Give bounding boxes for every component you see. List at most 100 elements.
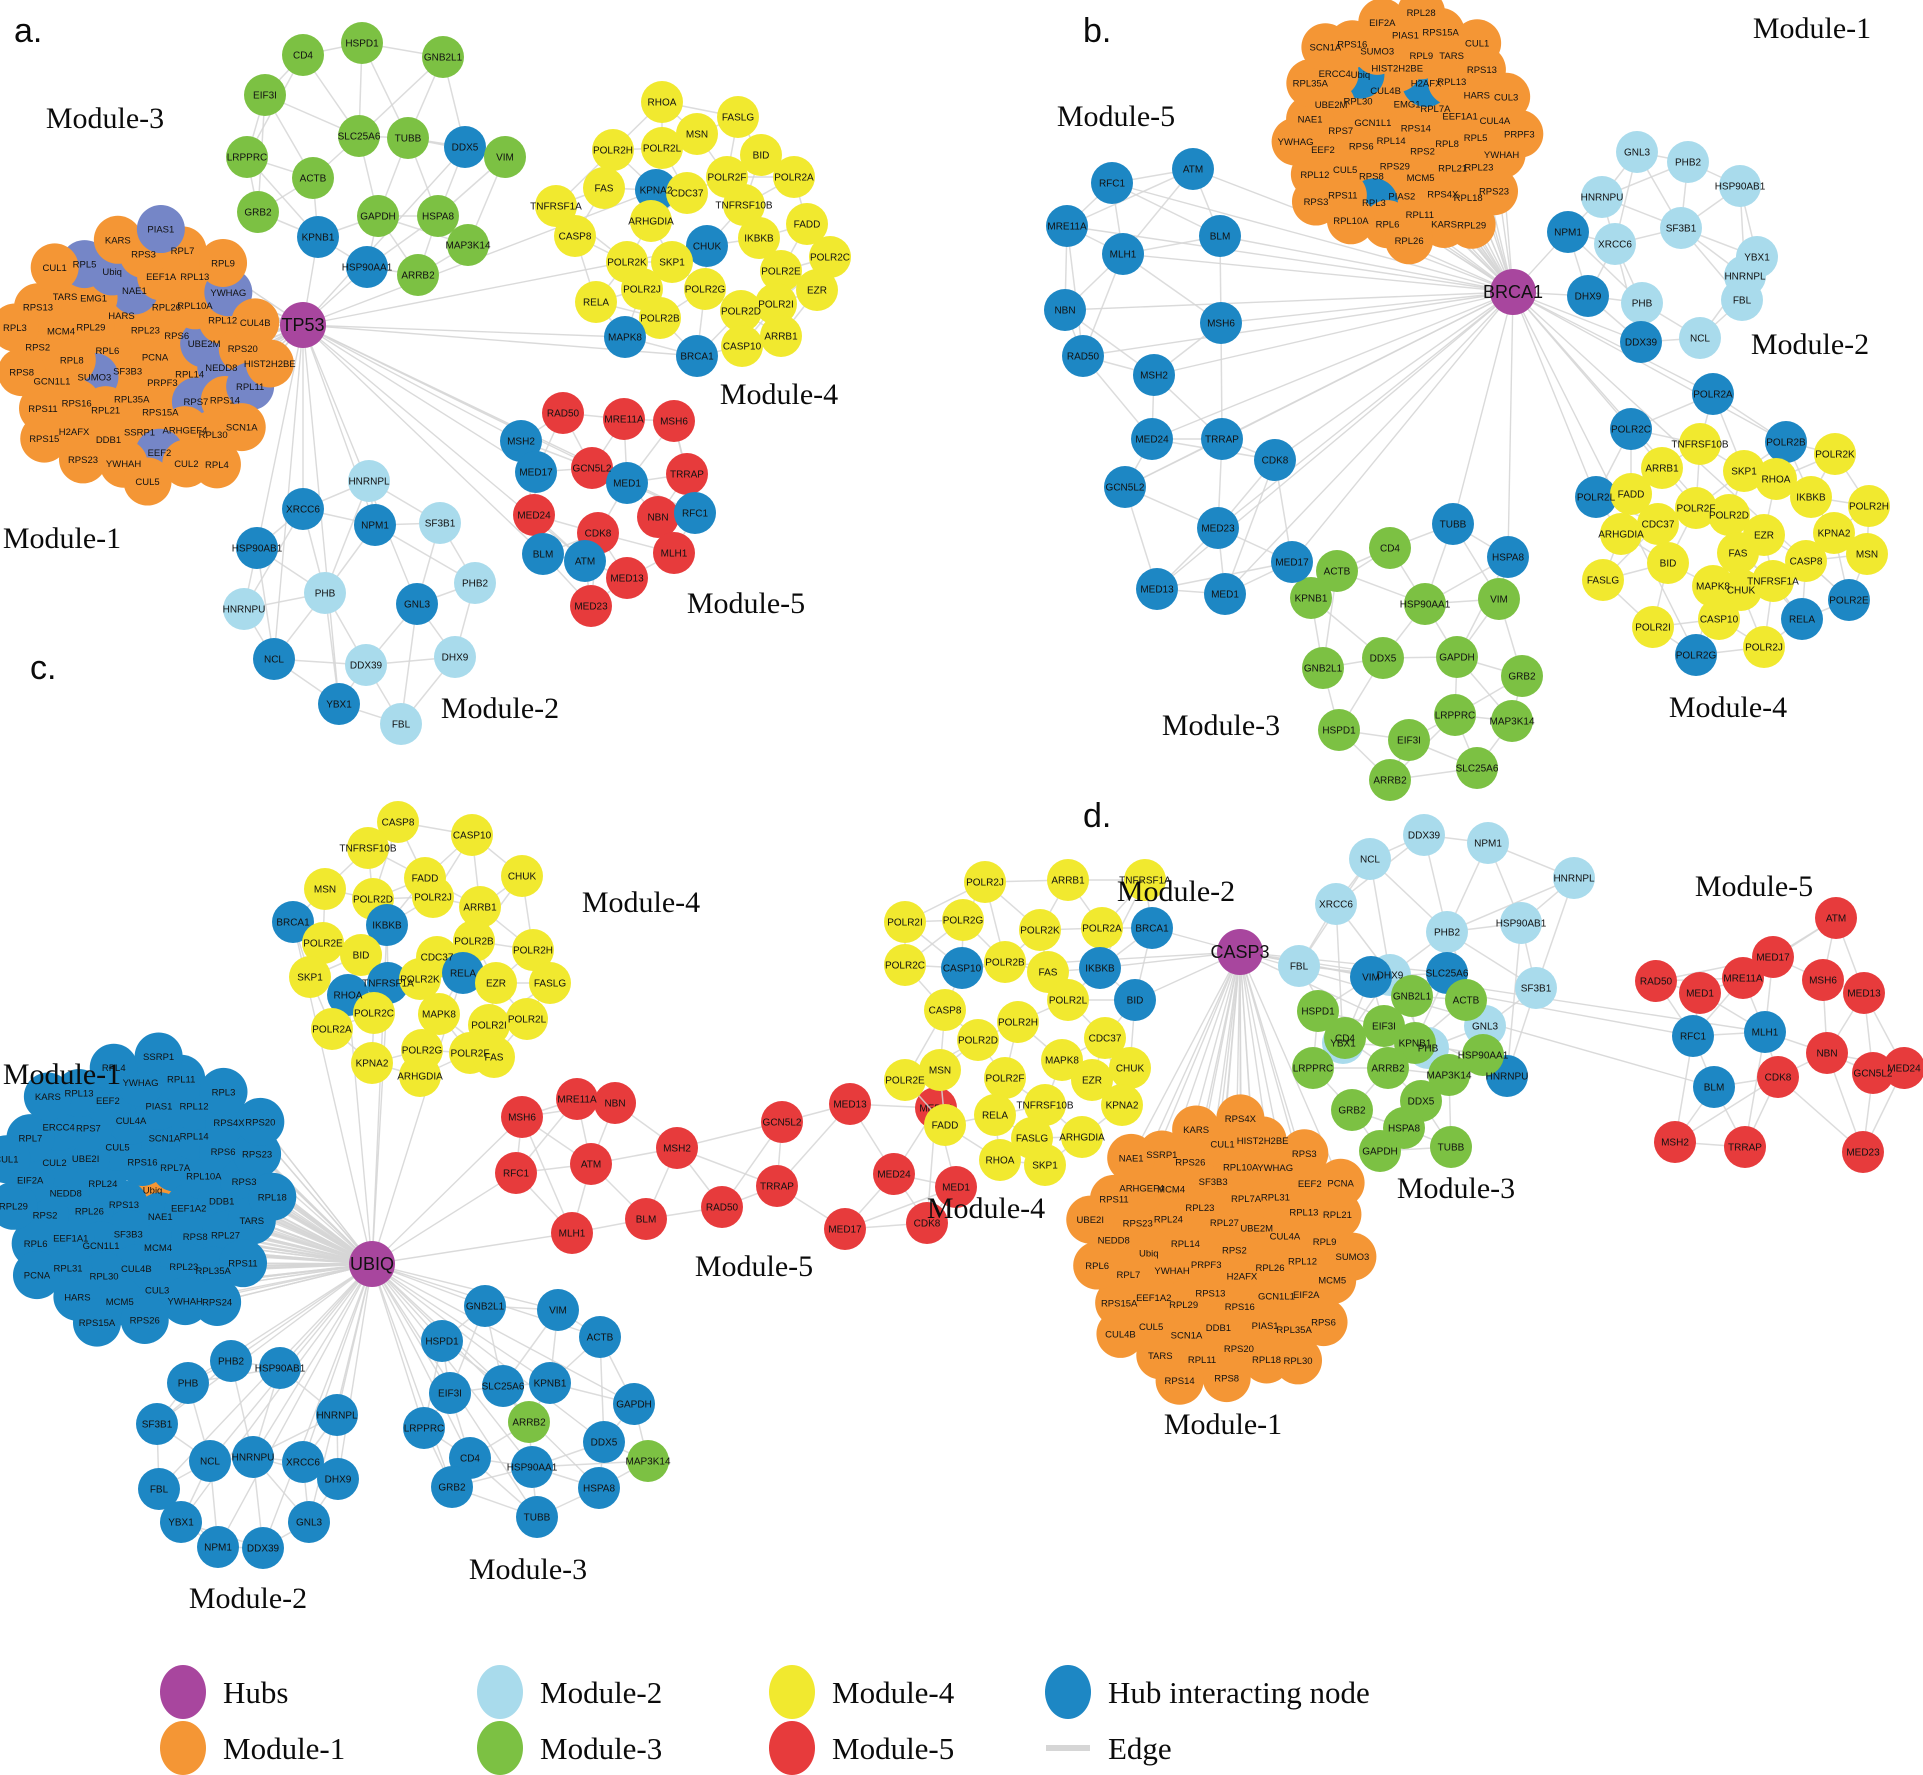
hub-edge (347, 994, 373, 1265)
node-FAS (1717, 532, 1759, 574)
node-label: FBL (1290, 962, 1309, 973)
hub-edge (1122, 253, 1514, 293)
node-label: MSH6 (1809, 976, 1837, 987)
node-label: RPL23 (169, 1262, 198, 1273)
node-label: EEF2 (148, 448, 172, 459)
node-label: SLC25A6 (1456, 764, 1499, 775)
node-label: PCNA (1327, 1178, 1354, 1189)
node-label: MCM5 (1318, 1276, 1346, 1287)
node-CUL4B (231, 298, 280, 347)
node-label: GNL3 (1624, 148, 1651, 159)
node-label: POLR2L (508, 1015, 547, 1026)
node-label: CASP10 (943, 964, 982, 975)
node-ACTB (1316, 550, 1358, 592)
node-GAPDH (357, 195, 399, 237)
node-label: NPM1 (1474, 839, 1502, 850)
node-label: MED1 (613, 479, 641, 490)
node-KARS (93, 215, 142, 264)
node-label: POLR2E (885, 1076, 925, 1087)
node-CDK8 (906, 1202, 948, 1244)
legend-swatch-module-4 (769, 1665, 815, 1719)
node-RPS4X (1216, 1094, 1265, 1143)
node-POLR2A (1081, 907, 1123, 949)
node-label: EMG1 (80, 293, 107, 304)
node-label: TNFRSF10B (339, 844, 397, 855)
node-ARHGDIA (399, 1055, 441, 1097)
node-label: POLR2C (1611, 425, 1651, 436)
node-label: TNFRSF10B (715, 201, 773, 212)
node-label: CUL5 (135, 477, 159, 488)
node-MRE11A (1722, 957, 1764, 999)
node-label: IKBKB (1796, 493, 1826, 504)
node-RPL26 (1385, 216, 1434, 265)
node-label: PRPF3 (1191, 1260, 1222, 1271)
node-NPM1 (354, 504, 396, 546)
node-MED23 (570, 585, 612, 627)
node-label: RHOA (1762, 475, 1791, 486)
node-label: FADD (794, 220, 821, 231)
nodes-layer (1044, 0, 1890, 801)
node-NBN (1044, 289, 1086, 331)
node-RHOA (1755, 458, 1797, 500)
node-CASP10 (451, 814, 493, 856)
node-label: RPL13 (1289, 1208, 1318, 1219)
node-ARHGDIA (630, 200, 672, 242)
node-label: EEF1A1 (53, 1234, 88, 1245)
node-label: TNFRSF1A (362, 979, 414, 990)
node-label: TRRAP (670, 470, 704, 481)
node-label: ATM (1183, 165, 1203, 176)
node-label: POLR2A (312, 1025, 352, 1036)
node-MAPK8 (418, 993, 460, 1035)
node-PHB (167, 1362, 209, 1404)
node-RPL9 (199, 238, 248, 287)
node-label: RPS2 (25, 343, 50, 354)
node-MLH1 (551, 1212, 593, 1254)
node-PHB2 (1426, 911, 1468, 953)
node-label: FBL (1733, 296, 1752, 307)
node-label: GNB2L1 (424, 53, 463, 64)
node-CD4 (282, 34, 324, 76)
node-label: RPS6 (164, 331, 189, 342)
module-label: Module-3 (1397, 1172, 1515, 1205)
node-HSP90AB1 (259, 1347, 301, 1389)
node-MED13 (1136, 568, 1178, 610)
node-label: MED1 (942, 1183, 970, 1194)
node-DDX5 (1362, 637, 1404, 679)
node-RFC1 (495, 1152, 537, 1194)
node-FAS (583, 167, 625, 209)
node-label: CUL4B (1105, 1329, 1136, 1340)
node-SF3B1 (1515, 967, 1557, 1009)
node-CHUK (686, 225, 728, 267)
node-label: XRCC6 (286, 505, 320, 516)
node-label: SKP1 (1032, 1161, 1058, 1172)
node-POLR2L (1047, 979, 1089, 1021)
node-HSP90AB1 (236, 527, 278, 569)
node-label: MCM4 (47, 326, 75, 337)
node-label: GAPDH (1362, 1147, 1398, 1158)
node-IKBKB (738, 217, 780, 259)
node-ARRB2 (1367, 1047, 1409, 1089)
node-MED13 (606, 557, 648, 599)
node-label: CHUK (693, 242, 722, 253)
node-label: POLR2F (708, 173, 747, 184)
node-label: SSRP1 (124, 428, 155, 439)
node-label: MED23 (574, 602, 608, 613)
node-SLC25A6 (338, 115, 380, 157)
node-label: VIM (496, 153, 514, 164)
node-label: RPS7 (184, 397, 209, 408)
node-POLR2K (1814, 433, 1856, 475)
node-label: MED17 (828, 1225, 862, 1236)
node-label: HSPD1 (1322, 726, 1356, 737)
node-CUL4B (1096, 1309, 1145, 1358)
node-PHB2 (1667, 141, 1709, 183)
node-label: POLR2E (303, 939, 343, 950)
node-label: KPNB1 (1295, 594, 1328, 605)
node-label: CASP8 (1790, 557, 1823, 568)
hub-edge (371, 1232, 573, 1265)
node-label: PCNA (142, 353, 169, 364)
node-RPS8 (0, 348, 46, 397)
node-label: YWHAH (106, 459, 142, 470)
node-label: PHB2 (218, 1357, 245, 1368)
hub-edge (1082, 291, 1514, 357)
node-MED23 (1197, 507, 1239, 549)
